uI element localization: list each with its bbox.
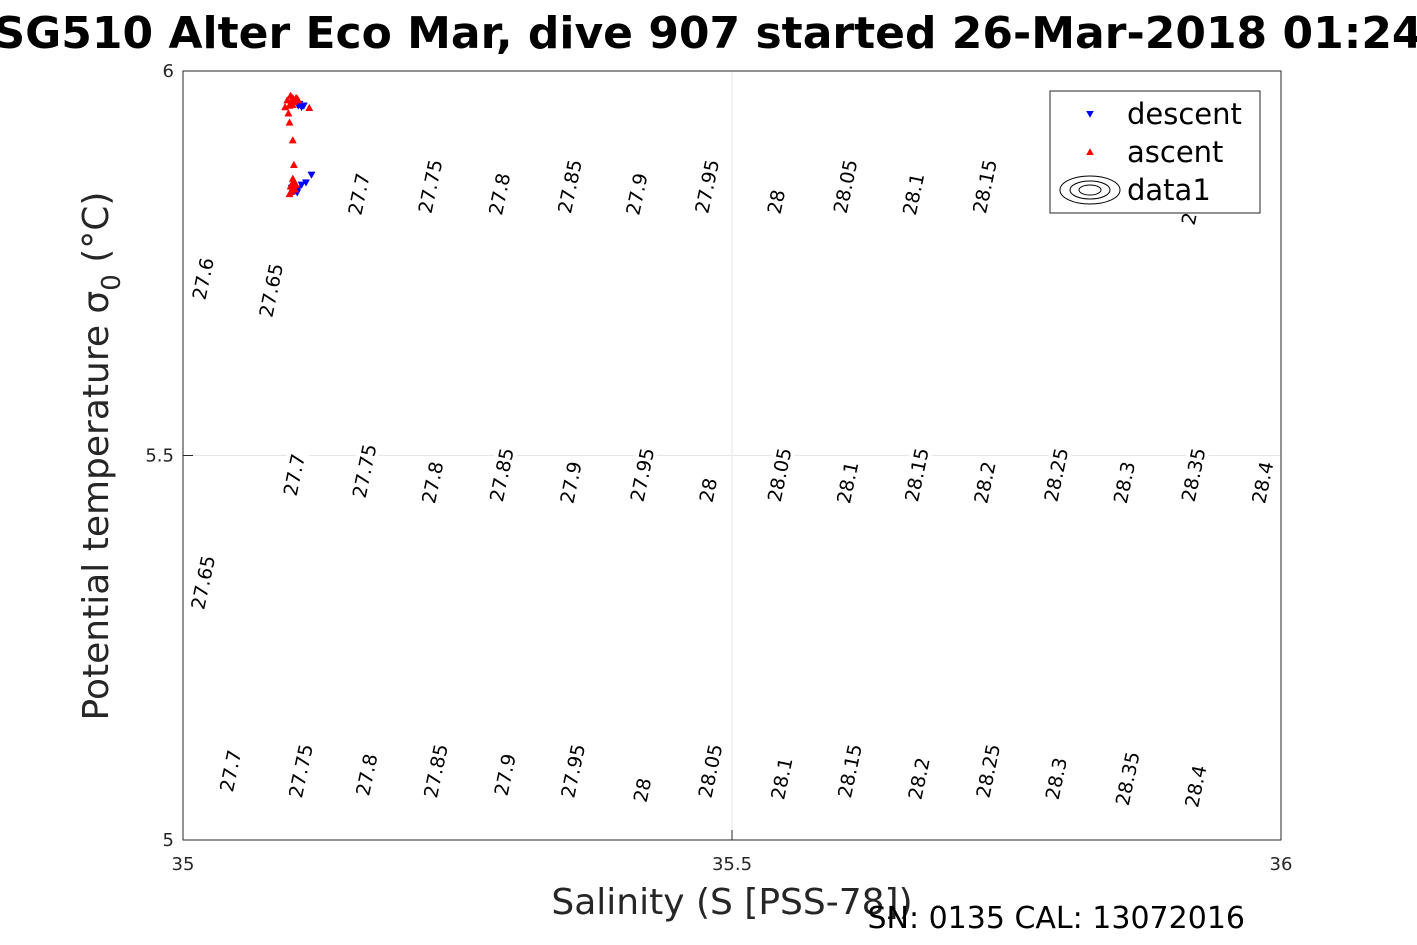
ascent-point xyxy=(289,160,298,168)
contour-label-gap xyxy=(897,167,930,221)
contour-label-gap xyxy=(832,738,867,803)
contour-label-gap xyxy=(418,738,453,803)
contour-label-gap xyxy=(1040,751,1072,806)
contour-label-gap xyxy=(552,154,587,219)
contour-label-gap xyxy=(483,167,516,221)
contour-label-text: 28 xyxy=(696,476,723,504)
legend-label: data1 xyxy=(1127,173,1211,207)
legend-label: ascent xyxy=(1127,135,1223,169)
contour-label-text: 28 xyxy=(630,776,657,804)
x-tick-label: 35 xyxy=(172,854,195,875)
contour-label-gap xyxy=(253,258,288,323)
contour-label-gap xyxy=(350,747,383,802)
y-axis-label-subscript: 0 xyxy=(97,274,127,291)
ascent-point xyxy=(288,100,297,108)
x-tick-label: 36 xyxy=(1270,854,1293,875)
contour-label: 28 xyxy=(694,474,723,507)
contour-label-gap xyxy=(628,774,656,806)
contour-label: 27.8 xyxy=(350,747,383,802)
contour-label-gap xyxy=(347,438,382,503)
contour-label-gap xyxy=(277,447,310,502)
contour-ring xyxy=(1069,180,1111,200)
contour-label-text: 28 xyxy=(764,188,791,216)
contour-label-gap xyxy=(902,751,935,806)
contour-label: 27.7 xyxy=(277,447,310,502)
contour-label-gap xyxy=(967,154,1002,219)
ascent-point xyxy=(288,136,297,144)
contour-label-gap xyxy=(765,751,798,806)
contour-label-gap xyxy=(828,154,863,219)
legend-label: descent xyxy=(1127,97,1242,131)
contour-label-gap xyxy=(1179,759,1212,813)
legend-contour-icon xyxy=(1059,175,1121,205)
contour-ring xyxy=(1059,175,1121,205)
contour-label-gap xyxy=(416,455,449,510)
contour-label-gap xyxy=(1176,442,1211,507)
legend: descent ascent data1 xyxy=(1049,90,1261,214)
contour-label-gap xyxy=(970,738,1005,803)
ascent-point xyxy=(283,96,292,104)
contour-label-gap xyxy=(968,455,1001,510)
legend-marker xyxy=(1086,148,1094,156)
y-axis-label: Potential temperature σ0 (°C) xyxy=(76,192,127,721)
descent-point xyxy=(307,171,316,179)
contour-label-gap xyxy=(555,738,590,803)
contour-label-gap xyxy=(342,167,375,221)
contour-label-gap xyxy=(186,251,219,306)
contour-label-gap xyxy=(488,747,521,802)
ascent-point xyxy=(284,109,293,117)
contour-label-gap xyxy=(554,455,587,510)
contour-label-gap xyxy=(1108,455,1140,510)
contour-label-gap xyxy=(693,738,728,803)
contour-label-gap xyxy=(762,442,797,507)
ascent-point xyxy=(292,93,301,102)
y-tick-label: 5 xyxy=(163,830,174,851)
y-axis-ticks: 55.56 xyxy=(145,61,193,851)
ascent-point xyxy=(286,91,295,99)
x-axis-ticks: 35 35.5 36 xyxy=(172,830,1293,875)
ascent-point xyxy=(285,118,294,126)
contour-label: 27.85 xyxy=(418,738,453,803)
contour-label-gap xyxy=(899,442,934,507)
contour-ring xyxy=(1078,184,1102,196)
y-tick-label: 5.5 xyxy=(145,446,174,467)
x-axis-label: Salinity (S [PSS-78]) xyxy=(551,882,912,923)
x-tick-label: 35.5 xyxy=(712,854,752,875)
legend-box xyxy=(1049,90,1261,214)
legend-marker xyxy=(1086,110,1094,118)
y-axis-label-unit: (°C) xyxy=(76,192,117,275)
serial-calibration-footer: SN: 0135 CAL: 13072016 xyxy=(867,901,1245,936)
contour-label-gap xyxy=(1110,746,1145,811)
contour-label: 28 xyxy=(628,774,656,806)
contour-label-gap xyxy=(620,167,653,221)
y-tick-label: 6 xyxy=(163,61,174,82)
ascent-point xyxy=(289,176,298,185)
descent-point xyxy=(297,181,306,189)
chart-title: SG510 Alter Eco Mar, dive 907 started 26… xyxy=(0,8,1417,59)
contour-label-gap xyxy=(1038,442,1073,507)
descent-point xyxy=(299,102,308,110)
contour-label-gap xyxy=(283,738,318,803)
contour-label-gap xyxy=(1246,455,1279,510)
ascent-point xyxy=(285,189,294,198)
ascent-point xyxy=(305,103,314,112)
contour-label: 28.2 xyxy=(968,455,1001,510)
data-points xyxy=(281,91,316,198)
contour-label-gap xyxy=(214,744,247,798)
contour-labels: 27.6 27.6527.6527.727.727.727.7527.7527.7… xyxy=(185,154,1279,813)
contour-label-gap xyxy=(185,550,220,615)
contour-label-gap xyxy=(689,154,724,219)
contour-label-gap xyxy=(831,455,864,510)
contour-label-gap xyxy=(624,442,659,507)
contour-label-gap xyxy=(484,442,519,507)
contour-label-gap xyxy=(762,185,790,218)
contour-label-gap xyxy=(413,154,448,219)
contour-label-gap xyxy=(694,474,722,507)
y-axis-label-main: Potential temperature σ xyxy=(76,291,117,721)
contour-label: 28 xyxy=(762,185,791,218)
